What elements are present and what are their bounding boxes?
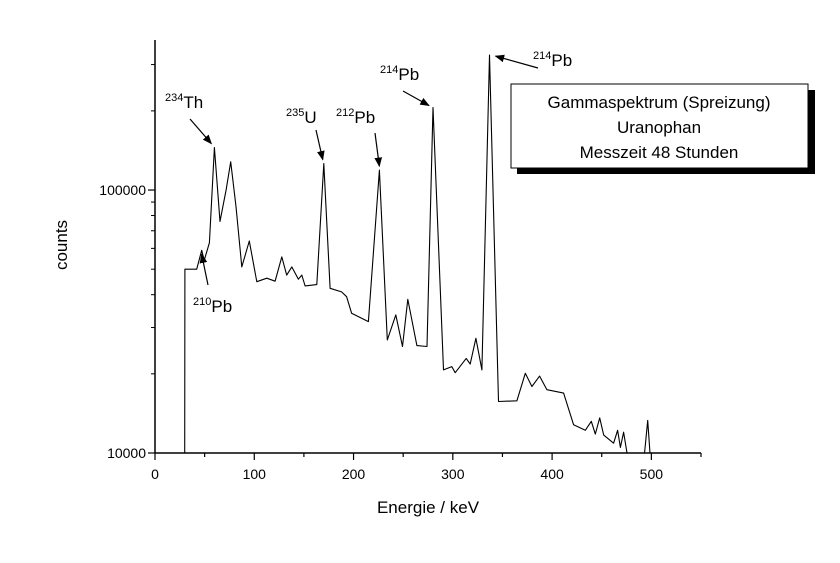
peak-annotation-234th: 234Th (165, 92, 212, 145)
peak-label: 235U (286, 107, 317, 127)
arrow-icon (199, 253, 209, 286)
arrow-icon (494, 54, 539, 69)
x-tick-label: 0 (151, 466, 159, 482)
arrow-icon (374, 132, 383, 168)
y-axis-label: counts (52, 220, 71, 270)
spectrum-line (184, 54, 651, 453)
element-symbol: Pb (354, 108, 375, 127)
arrow-icon (189, 118, 212, 145)
element-symbol: Pb (398, 65, 419, 84)
element-symbol: Pb (551, 51, 572, 70)
peak-label: 214Pb (380, 64, 419, 84)
element-symbol: U (304, 108, 316, 127)
peak-label: 212Pb (336, 107, 375, 127)
legend-line-duration: Messzeit 48 Stunden (580, 143, 739, 162)
peak-annotation-210pb: 210Pb (193, 253, 232, 316)
legend-frame (510, 83, 809, 169)
axes (154, 40, 701, 454)
mass-number: 234 (165, 92, 183, 104)
mass-number: 235 (286, 107, 304, 119)
x-tick-label: 200 (342, 466, 366, 482)
legend-box: Gammaspektrum (Spreizung) Uranophan Mess… (510, 83, 815, 174)
x-tick-label: 100 (243, 466, 267, 482)
peak-label: 234Th (165, 92, 203, 112)
peak-label: 214Pb (533, 50, 572, 70)
x-tick-label: 300 (441, 466, 465, 482)
mass-number: 214 (533, 50, 551, 62)
legend-line-title: Gammaspektrum (Spreizung) (548, 93, 771, 112)
x-axis-label: Energie / keV (377, 498, 480, 517)
x-tick-label: 400 (540, 466, 564, 482)
y-tick-label: 10000 (107, 445, 146, 461)
arrow-icon (315, 129, 325, 161)
y-tick-label: 100000 (99, 182, 146, 198)
mass-number: 212 (336, 107, 354, 119)
legend-line-sample: Uranophan (617, 118, 701, 137)
mass-number: 210 (193, 296, 211, 308)
arrow-icon (402, 90, 430, 107)
element-symbol: Pb (211, 297, 232, 316)
peak-annotation-235u: 235U (286, 107, 325, 161)
element-symbol: Th (183, 93, 203, 112)
x-tick-label: 500 (640, 466, 664, 482)
peak-label: 210Pb (193, 296, 232, 316)
peak-annotation-212pb: 212Pb (336, 107, 383, 168)
peak-annotation-214pb: 214Pb (380, 64, 430, 107)
mass-number: 214 (380, 64, 398, 76)
peak-annotation-214pb: 214Pb (494, 50, 572, 70)
